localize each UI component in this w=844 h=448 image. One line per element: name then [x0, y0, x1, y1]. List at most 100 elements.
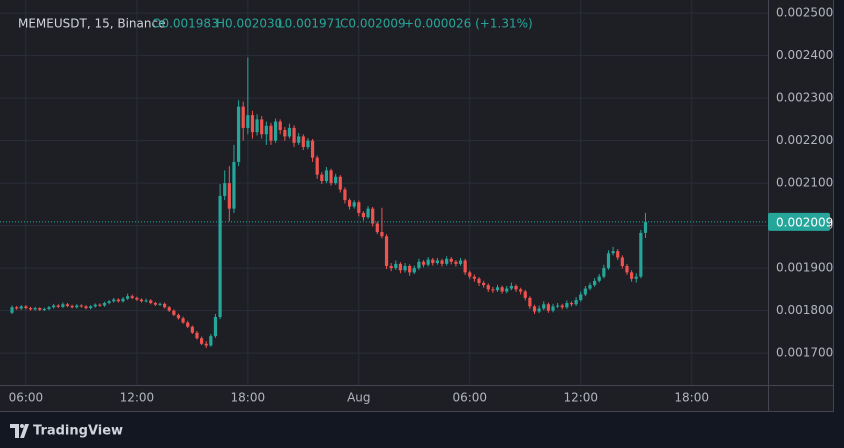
candle-body: [343, 189, 347, 201]
candle-body: [181, 318, 185, 323]
last-price-label: 0.002009: [776, 215, 833, 229]
x-tick-label: 18:00: [231, 391, 266, 405]
candle-body: [352, 202, 356, 207]
candle-body: [523, 291, 527, 298]
candle-body: [24, 306, 28, 309]
candle-body: [70, 305, 74, 308]
candle-body: [454, 261, 458, 264]
candle-body: [232, 161, 236, 209]
x-tick-label: 12:00: [563, 391, 598, 405]
candle-body: [347, 200, 352, 207]
candle-body: [218, 195, 222, 318]
candle-body: [116, 299, 120, 302]
candle-body: [172, 310, 176, 315]
candle-body: [89, 306, 93, 309]
candle-body: [10, 307, 14, 313]
candle-body: [569, 302, 574, 305]
candle-body: [583, 288, 587, 295]
candle-body: [255, 119, 259, 133]
candle-body: [361, 212, 366, 218]
logo-dot: [20, 424, 24, 428]
candle-body: [542, 304, 546, 309]
candle-body: [61, 304, 65, 307]
candle-body: [135, 297, 139, 300]
candle-body: [588, 285, 592, 289]
candle-body: [357, 202, 361, 213]
candle-body: [176, 314, 181, 319]
y-tick-label: 0.002400: [776, 48, 833, 62]
candle-body: [602, 268, 606, 277]
candle-body: [579, 294, 583, 301]
candle-body: [366, 208, 370, 218]
candle-body: [486, 285, 490, 290]
candle-body: [287, 127, 292, 137]
candle-body: [630, 272, 634, 279]
ohlc-open: O0.001983: [152, 17, 219, 31]
candle-body: [546, 304, 550, 311]
candle-body: [495, 287, 500, 291]
candle-body: [79, 305, 83, 307]
candle-body: [190, 326, 194, 333]
candle-body: [639, 232, 643, 277]
candle-body: [324, 170, 329, 182]
footer: TradingView: [10, 424, 123, 439]
x-tick-label: 18:00: [674, 391, 709, 405]
candle-body: [616, 251, 620, 258]
candle-body: [297, 136, 301, 143]
candle-body: [611, 251, 615, 254]
candle-body: [458, 260, 463, 264]
candle-body: [126, 296, 130, 299]
candle-body: [597, 276, 601, 281]
candle-body: [371, 208, 375, 224]
candle-body: [593, 280, 597, 286]
candle-body: [292, 127, 296, 143]
candle-body: [329, 170, 333, 184]
candle-body: [264, 125, 268, 135]
candle-body: [112, 299, 116, 302]
candle-body: [320, 174, 324, 182]
candle-body: [532, 306, 537, 312]
candle-body: [445, 258, 449, 264]
candle-body: [315, 157, 319, 175]
x-tick-label: 12:00: [120, 391, 155, 405]
candle-body: [223, 183, 227, 196]
candle-body: [153, 302, 157, 305]
ohlc-close: C0.002009: [340, 17, 406, 31]
x-tick-label: Aug: [347, 391, 370, 405]
candle-body: [528, 297, 532, 307]
candle-body: [468, 272, 472, 277]
candles: [0, 57, 768, 349]
candle-body: [213, 317, 218, 337]
header: MEMEUSDT, 15, Binance O0.001983 H0.00203…: [18, 17, 533, 31]
candle-body: [93, 304, 97, 307]
candle-body: [246, 115, 250, 128]
candle-body: [643, 221, 648, 233]
candle-body: [431, 259, 435, 264]
candle-body: [537, 308, 541, 312]
candle-body: [394, 263, 398, 269]
candle-body: [634, 276, 638, 279]
candle-body: [130, 296, 134, 298]
candle-body: [301, 136, 305, 148]
candle-body: [33, 308, 37, 310]
candle-body: [273, 121, 278, 141]
candle-body: [505, 288, 509, 292]
candle-body: [509, 285, 513, 289]
candle-body: [519, 289, 523, 292]
y-tick-label: 0.002500: [776, 6, 833, 20]
candle-body: [310, 140, 315, 158]
ohlc-high: H0.002030: [216, 17, 282, 31]
candle-body: [556, 305, 560, 307]
candle-body: [334, 176, 338, 184]
candle-body: [52, 305, 56, 308]
candle-body: [417, 261, 421, 269]
candle-body: [195, 332, 199, 339]
candle-body: [56, 305, 60, 307]
candle-body: [121, 298, 125, 302]
candle-body: [384, 236, 389, 267]
candle-body: [491, 289, 495, 291]
candle-body: [440, 260, 444, 264]
candle-body: [306, 140, 310, 148]
